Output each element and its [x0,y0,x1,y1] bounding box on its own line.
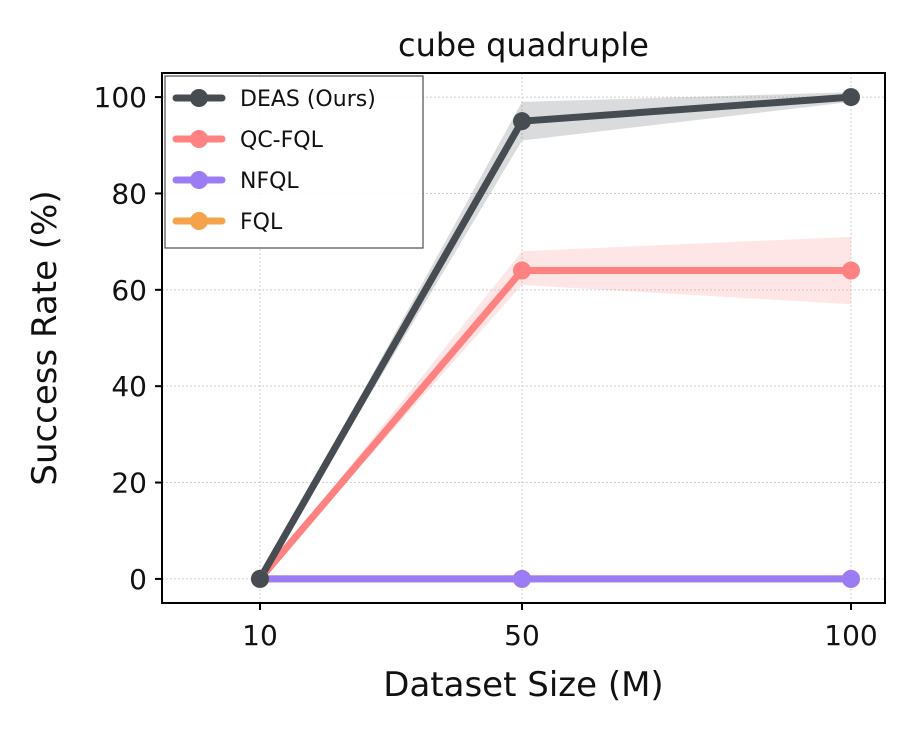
chart-title: cube quadruple [398,26,649,64]
y-axis-label: Success Rate (%) [25,190,65,485]
point-qc-fql [842,261,860,280]
band-qc-fql [260,236,851,579]
legend-marker-qc-fql [190,130,208,148]
grid-layer [162,73,885,603]
y-tick-label: 40 [111,370,147,403]
y-tick-label: 60 [111,274,147,307]
y-tick-label: 100 [94,81,147,114]
x-tick-label: 50 [504,619,540,652]
x-tick-label: 100 [824,619,877,652]
legend-marker-fql [190,212,208,230]
point-deas-ours [842,88,860,107]
legend-label-nfql: NFQL [240,169,299,194]
legend-label-deas-ours: DEAS (Ours) [240,87,376,112]
y-tick-label: 0 [129,563,147,596]
point-deas-ours [251,569,269,588]
point-nfql [842,569,860,588]
plot-frame [161,72,886,604]
point-layer [251,88,860,588]
legend-label-fql: FQL [240,210,283,235]
legend-label-qc-fql: QC-FQL [240,128,324,153]
point-nfql [513,569,531,588]
x-axis-label: Dataset Size (M) [383,665,663,705]
legend-marker-deas-ours [190,89,208,107]
legend-marker-nfql [190,171,208,189]
x-tick-label: 10 [242,619,278,652]
y-tick-label: 20 [111,467,147,500]
y-tick-label: 80 [111,177,147,210]
tick-layer: 0 20 40 60 80 100 10 50 100 [94,81,878,652]
point-deas-ours [513,112,531,131]
point-qc-fql [513,261,531,280]
legend: DEAS (Ours) QC-FQL NFQL FQL [164,75,424,249]
